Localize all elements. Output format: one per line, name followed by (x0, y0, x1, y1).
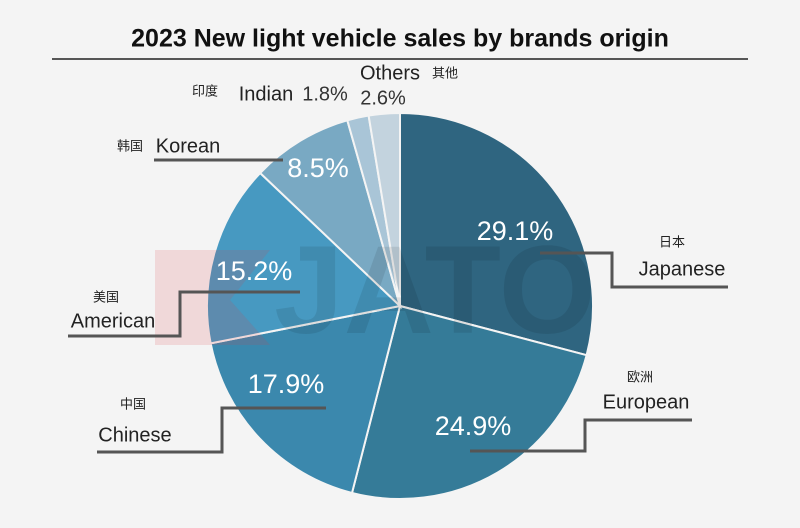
value-label: 24.9% (435, 411, 512, 441)
slice (399, 111, 594, 357)
chart-title: 2023 New light vehicle sales by brands o… (131, 25, 669, 53)
slice (209, 304, 402, 495)
category-label: Others (360, 62, 420, 84)
category-label-zh: 美国 (93, 291, 119, 306)
watermark-logo (155, 250, 270, 345)
category-label-zh: 韩国 (117, 140, 143, 155)
value-label: 15.2% (216, 256, 293, 286)
leader-line (97, 406, 326, 454)
leader-line (470, 418, 692, 453)
watermark: JATO (274, 221, 596, 360)
category-label: Korean (156, 135, 221, 157)
value-label: 1.8% (302, 83, 348, 105)
pie (206, 111, 594, 500)
slice (258, 119, 402, 310)
value-label: 8.5% (287, 153, 349, 183)
category-label-zh: 中国 (120, 398, 146, 413)
value-label: 29.1% (477, 216, 554, 246)
category-label: Chinese (98, 424, 171, 446)
category-label: American (71, 310, 155, 332)
category-label: European (603, 391, 690, 413)
category-label-zh: 印度 (192, 84, 218, 100)
leader-line (540, 251, 728, 289)
category-label: Japanese (639, 258, 726, 280)
category-label-zh: 日本 (659, 236, 685, 251)
slice (350, 304, 588, 500)
leader-line (68, 290, 300, 338)
slice (367, 111, 401, 307)
category-label: Indian (239, 83, 294, 105)
category-label-zh: 其他 (432, 67, 458, 82)
category-label-zh: 欧洲 (627, 371, 653, 386)
value-label: 17.9% (248, 369, 325, 399)
value-label: 2.6% (360, 87, 406, 109)
slice (206, 171, 403, 345)
labels: 29.1% Japanese 日本 24.9% European 欧洲 17.9% Chine… (68, 62, 728, 454)
